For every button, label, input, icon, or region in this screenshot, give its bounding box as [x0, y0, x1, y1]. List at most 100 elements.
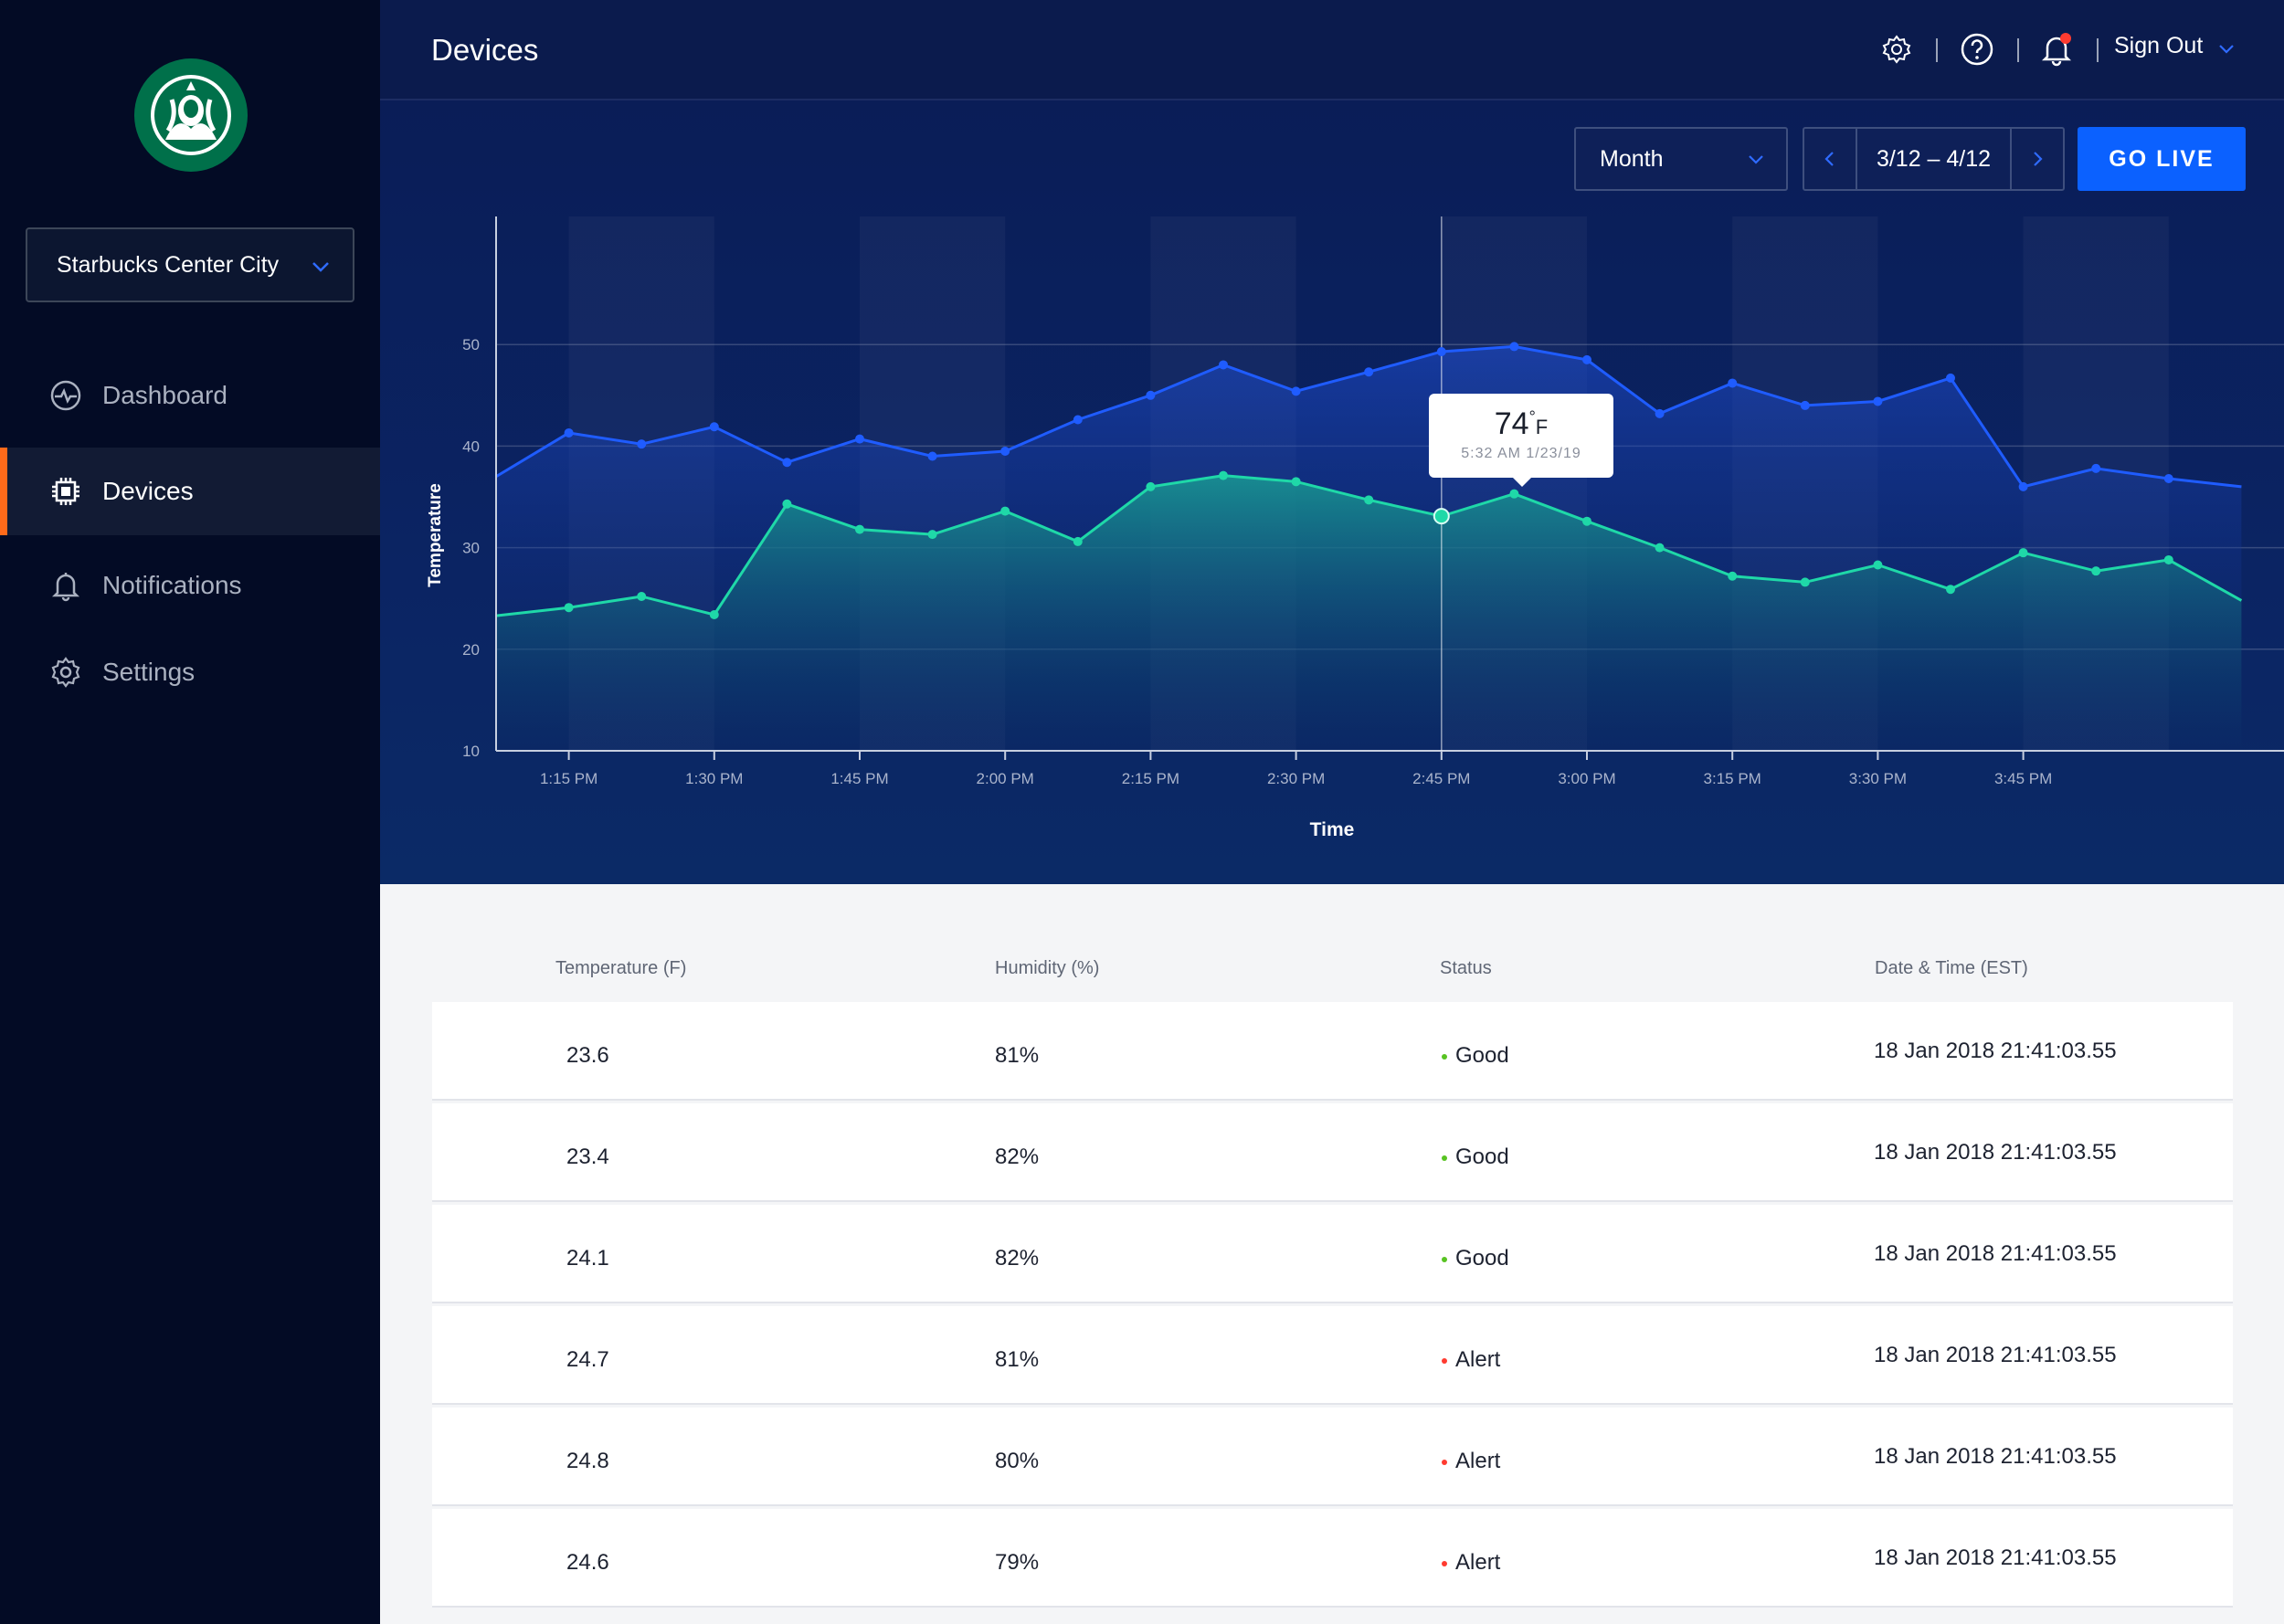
data-point [1582, 354, 1591, 364]
data-point [1728, 378, 1738, 388]
data-point [782, 499, 792, 509]
gear-icon[interactable] [1878, 31, 1915, 68]
date-range-picker: 3/12 – 4/12 [1803, 127, 2065, 191]
period-select[interactable]: Month [1574, 127, 1788, 191]
sidebar-item-devices[interactable]: Devices [0, 448, 380, 535]
tooltip-timestamp: 5:32 AM 1/23/19 [1461, 446, 1581, 461]
data-point [1291, 477, 1301, 487]
x-tick-label: 3:15 PM [1704, 770, 1761, 787]
data-point [1000, 446, 1010, 456]
status-cell: Good [1455, 1043, 1509, 1068]
sidebar-item-dashboard[interactable]: Dashboard [0, 352, 380, 439]
data-point [564, 427, 574, 438]
status-dot [1442, 1460, 1447, 1465]
data-point [1655, 543, 1665, 553]
divider [1936, 38, 1938, 62]
status-cell: Alert [1455, 1550, 1501, 1575]
previous-range-button[interactable] [1804, 129, 1857, 189]
go-live-button[interactable]: GO LIVE [2078, 127, 2246, 191]
x-tick-label: 3:30 PM [1849, 770, 1907, 787]
period-select-label: Month [1600, 145, 1664, 172]
x-tick-label: 2:15 PM [1122, 770, 1179, 787]
status-cell: Alert [1455, 1449, 1501, 1473]
data-point [1873, 396, 1883, 406]
gear-icon [48, 654, 84, 691]
series-area [496, 475, 2242, 751]
page-title: Devices [431, 33, 539, 67]
y-tick-label: 40 [462, 438, 480, 455]
data-point [782, 458, 792, 468]
y-tick-label: 20 [462, 641, 480, 659]
chevron-right-icon [2034, 152, 2043, 166]
table-row[interactable]: 23.6 81% Good 18 Jan 2018 21:41:03.55 [432, 1002, 2233, 1101]
chevron-down-icon[interactable] [2216, 38, 2236, 58]
table-row[interactable]: 23.4 82% Good 18 Jan 2018 21:41:03.55 [432, 1103, 2233, 1202]
data-point [2091, 463, 2101, 473]
temperature-cell: 24.8 [566, 1449, 609, 1473]
x-tick-label: 3:45 PM [1994, 770, 2052, 787]
chevron-down-icon [312, 262, 329, 272]
sidebar-item-notifications[interactable]: Notifications [0, 542, 380, 629]
data-point [2163, 473, 2173, 483]
next-range-button[interactable] [2010, 129, 2063, 189]
x-tick-label: 1:45 PM [830, 770, 888, 787]
store-select[interactable]: Starbucks Center City [26, 227, 354, 302]
datetime-cell: 18 Jan 2018 21:41:03.55 [1874, 1444, 2117, 1469]
datetime-cell: 18 Jan 2018 21:41:03.55 [1874, 1039, 2117, 1063]
table-row[interactable]: 24.6 79% Alert 18 Jan 2018 21:41:03.55 [432, 1509, 2233, 1608]
column-header-temperature[interactable]: Temperature (F) [555, 958, 687, 978]
tooltip-value: 74°F [1429, 406, 1613, 442]
humidity-cell: 81% [995, 1043, 1040, 1068]
column-header-humidity[interactable]: Humidity (%) [995, 958, 1100, 978]
column-header-datetime[interactable]: Date & Time (EST) [1875, 958, 2028, 978]
x-axis-title: Time [1310, 819, 1355, 840]
data-point [1655, 408, 1665, 418]
data-point [1946, 373, 1955, 383]
y-tick-label: 10 [462, 743, 480, 760]
data-point [1946, 585, 1955, 595]
data-point [2018, 481, 2028, 491]
data-point [1582, 516, 1591, 526]
x-tick-label: 2:00 PM [977, 770, 1034, 787]
y-axis-title: Temperature [426, 483, 445, 587]
column-header-status[interactable]: Status [1440, 958, 1492, 978]
y-tick-label: 50 [462, 336, 480, 353]
x-tick-label: 1:15 PM [540, 770, 597, 787]
sidebar-item-label: Settings [102, 658, 196, 686]
highlight-point [1433, 508, 1450, 525]
chip-icon [48, 473, 84, 510]
humidity-cell: 79% [995, 1550, 1040, 1575]
datetime-cell: 18 Jan 2018 21:41:03.55 [1874, 1241, 2117, 1266]
data-point [1073, 415, 1083, 425]
data-point [1509, 342, 1519, 352]
sidebar-item-settings[interactable]: Settings [0, 628, 380, 716]
table-row[interactable]: 24.1 82% Good 18 Jan 2018 21:41:03.55 [432, 1205, 2233, 1303]
x-tick-label: 2:45 PM [1412, 770, 1470, 787]
table-row[interactable]: 24.7 81% Alert 18 Jan 2018 21:41:03.55 [432, 1306, 2233, 1405]
chart-tooltip: 74°F 5:32 AM 1/23/19 [1429, 394, 1613, 487]
y-tick-label: 30 [462, 540, 480, 557]
data-point [1146, 481, 1156, 491]
x-tick-label: 3:00 PM [1558, 770, 1615, 787]
tooltip-number: 74 [1494, 406, 1529, 441]
data-point [637, 439, 647, 449]
data-point [1364, 495, 1374, 505]
data-point [1219, 470, 1228, 480]
chevron-left-icon [1824, 152, 1834, 166]
data-point [709, 422, 719, 432]
notification-dot [2060, 33, 2071, 44]
data-point [637, 591, 647, 601]
datetime-cell: 18 Jan 2018 21:41:03.55 [1874, 1140, 2117, 1165]
help-icon[interactable] [1959, 31, 1995, 68]
humidity-cell: 80% [995, 1449, 1040, 1473]
status-dot [1442, 1358, 1447, 1364]
status-dot [1442, 1561, 1447, 1566]
status-dot [1442, 1155, 1447, 1161]
sign-out-button[interactable]: Sign Out [2114, 33, 2204, 58]
data-point [855, 524, 864, 534]
data-point [1728, 571, 1738, 581]
bell-icon[interactable] [2038, 31, 2075, 68]
temperature-cell: 23.6 [566, 1043, 609, 1068]
table-row[interactable]: 24.8 80% Alert 18 Jan 2018 21:41:03.55 [432, 1408, 2233, 1506]
activity-icon [48, 377, 84, 414]
